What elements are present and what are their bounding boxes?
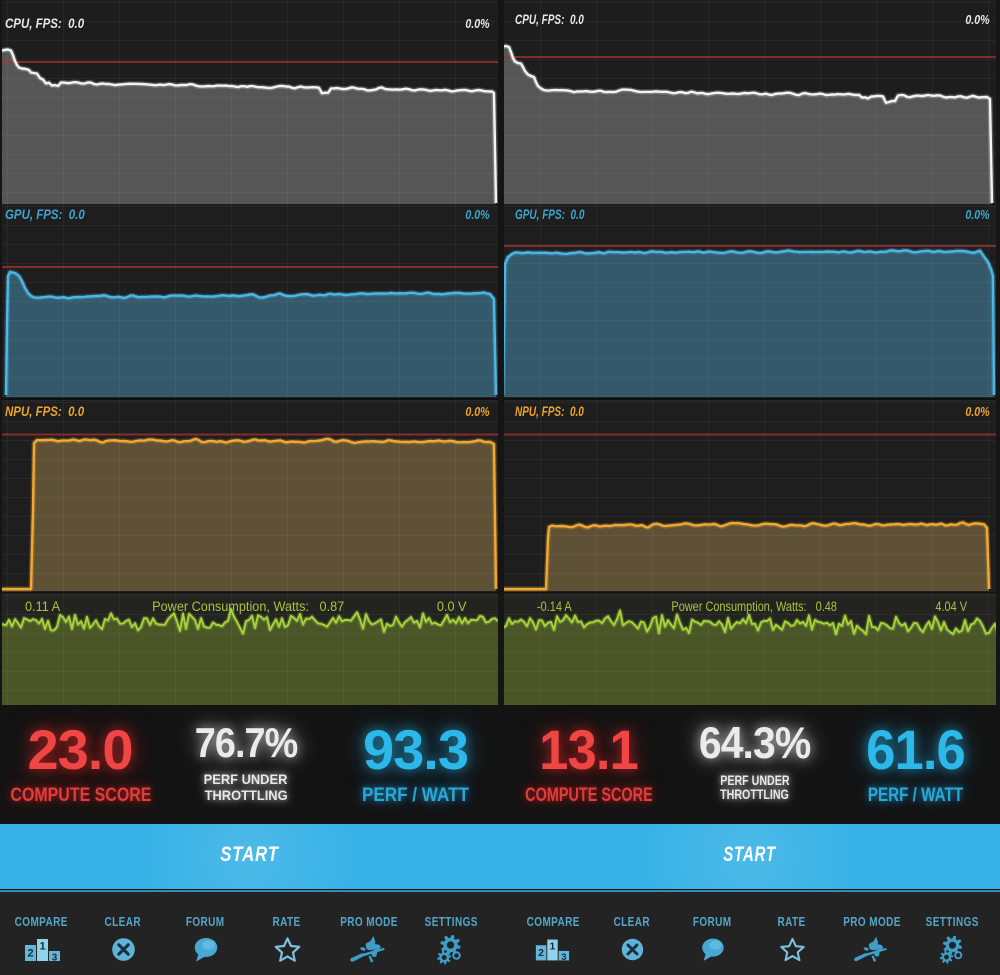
svg-text:1: 1	[39, 940, 45, 952]
svg-text:2: 2	[27, 947, 33, 959]
svg-text:3: 3	[561, 951, 566, 960]
svg-text:3: 3	[51, 952, 57, 962]
svg-text:1: 1	[549, 941, 555, 952]
svg-text:2: 2	[538, 948, 544, 959]
